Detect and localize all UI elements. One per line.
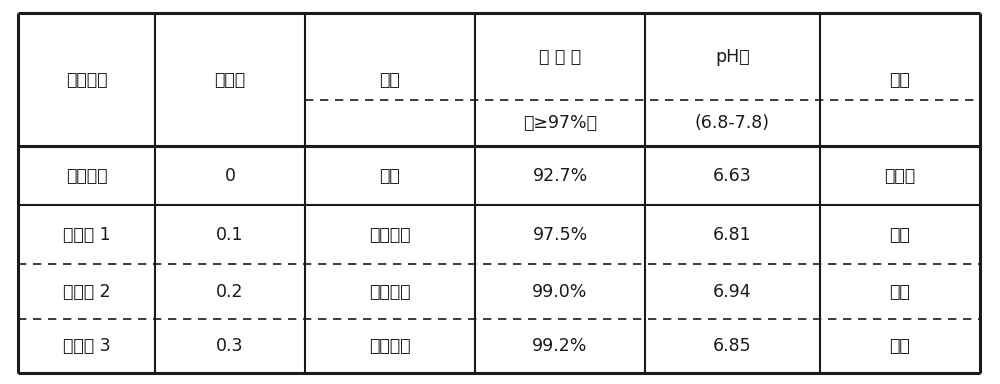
Text: 6.63: 6.63 (713, 167, 752, 185)
Text: 6.94: 6.94 (713, 283, 752, 301)
Text: （≥97%）: （≥97%） (523, 114, 597, 132)
Text: 柠檬酸: 柠檬酸 (214, 71, 246, 89)
Text: 透 光 率: 透 光 率 (539, 48, 581, 66)
Text: 0.3: 0.3 (216, 338, 244, 355)
Text: 试验组 2: 试验组 2 (63, 283, 110, 301)
Text: 6.85: 6.85 (713, 338, 752, 355)
Text: 试验组 1: 试验组 1 (63, 226, 110, 244)
Text: 黄色: 黄色 (380, 167, 400, 185)
Text: 6.81: 6.81 (713, 226, 752, 244)
Text: pH值: pH值 (715, 48, 750, 66)
Text: 儿乎无色: 儿乎无色 (369, 226, 411, 244)
Text: 99.0%: 99.0% (532, 283, 588, 301)
Text: 试验组 3: 试验组 3 (63, 338, 110, 355)
Text: 0.2: 0.2 (216, 283, 244, 301)
Text: 0.1: 0.1 (216, 226, 244, 244)
Text: 99.2%: 99.2% (532, 338, 588, 355)
Text: 合格: 合格 (890, 338, 910, 355)
Text: (6.8-7.8): (6.8-7.8) (695, 114, 770, 132)
Text: 92.7%: 92.7% (532, 167, 588, 185)
Text: 实验组别: 实验组别 (66, 71, 107, 89)
Text: 合格: 合格 (890, 283, 910, 301)
Text: 合格: 合格 (890, 226, 910, 244)
Text: 结论: 结论 (890, 71, 910, 89)
Text: 0: 0 (224, 167, 236, 185)
Text: 不合格: 不合格 (884, 167, 916, 185)
Text: 空白对照: 空白对照 (66, 167, 107, 185)
Text: 儿乎无色: 儿乎无色 (369, 283, 411, 301)
Text: 97.5%: 97.5% (532, 226, 588, 244)
Text: 儿乎无色: 儿乎无色 (369, 338, 411, 355)
Text: 性状: 性状 (380, 71, 400, 89)
